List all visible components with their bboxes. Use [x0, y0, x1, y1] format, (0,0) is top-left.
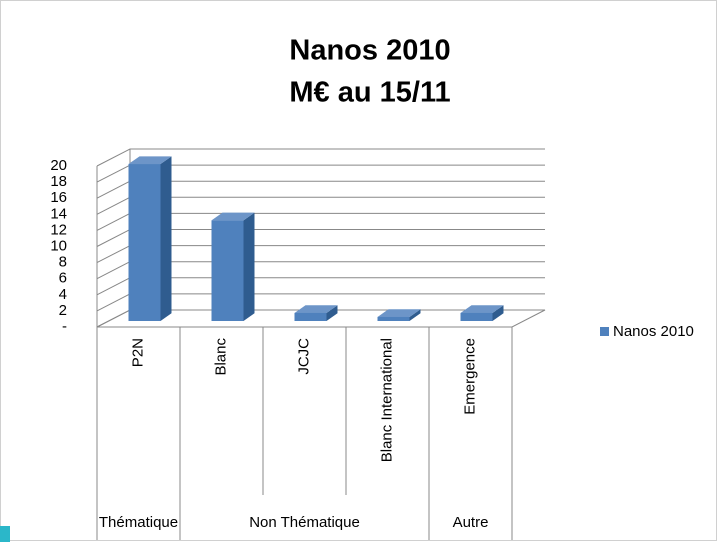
bar	[128, 164, 161, 321]
bar-side	[409, 309, 421, 321]
bar	[377, 316, 410, 321]
bar-top	[377, 309, 421, 317]
bar-side	[492, 305, 504, 321]
y-tick-label: 10	[50, 237, 67, 254]
bar	[211, 220, 244, 321]
x-tick-label: Emergence	[461, 338, 478, 415]
y-tick-label: 18	[50, 173, 67, 190]
x-tick-label: Blanc International	[378, 338, 395, 462]
bar-side	[160, 156, 172, 321]
group-label: Thématique	[99, 514, 178, 531]
bar-top	[294, 305, 338, 313]
grid-line	[96, 148, 545, 167]
x-tick-label: JCJC	[295, 338, 312, 375]
y-tick-label: 4	[59, 286, 67, 303]
corner-accent	[0, 526, 10, 542]
bar-top	[460, 305, 504, 313]
x-tick-label: P2N	[129, 338, 146, 367]
y-tick-label: 12	[50, 221, 67, 238]
bar-top	[128, 156, 172, 165]
group-label: Autre	[453, 514, 489, 531]
chart-title: M€ au 15/11	[289, 77, 450, 109]
legend-label: Nanos 2010	[613, 323, 694, 340]
y-tick-label: 20	[50, 157, 67, 174]
y-tick-label: -	[62, 318, 67, 335]
bar	[460, 312, 493, 321]
group-label: Non Thématique	[249, 514, 360, 531]
bar-side	[326, 305, 338, 321]
y-tick-label: 2	[59, 302, 67, 319]
legend-swatch	[600, 327, 609, 336]
y-tick-label: 6	[59, 270, 67, 287]
chart-title: Nanos 2010	[289, 35, 450, 67]
bar-top	[211, 212, 255, 221]
y-tick-label: 8	[59, 254, 67, 271]
bar-side	[243, 212, 255, 321]
x-tick-label: Blanc	[212, 338, 229, 376]
y-tick-label: 14	[50, 205, 67, 222]
y-tick-label: 16	[50, 189, 67, 206]
bar	[294, 312, 327, 321]
